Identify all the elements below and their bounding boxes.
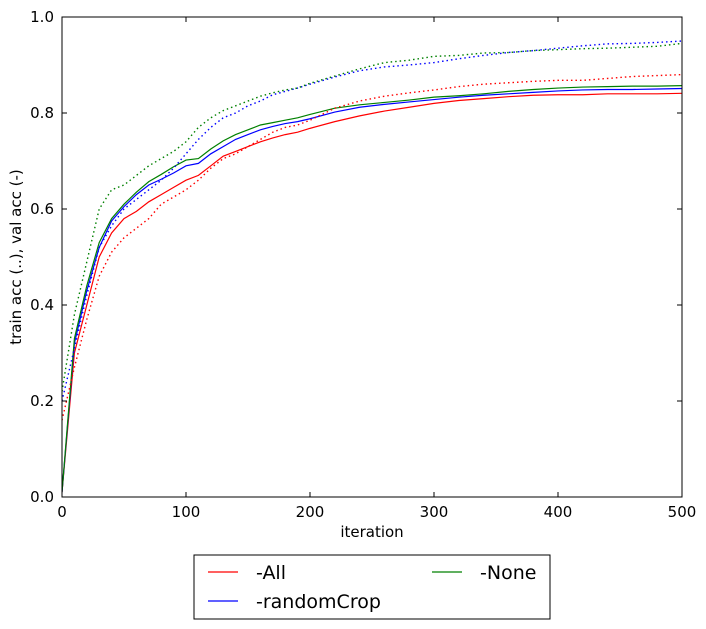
plot-frame	[61, 16, 683, 498]
series-4-dotted	[62, 40, 682, 402]
x-tick-label: 0	[57, 503, 67, 521]
y-axis-label: train acc (..), val acc (-)	[7, 169, 25, 345]
series-all-solid	[62, 92, 682, 493]
legend-label-none: -None	[480, 562, 536, 584]
legend-label-randomcrop: -randomCrop	[256, 591, 381, 613]
legend-label-all: -All	[256, 562, 286, 584]
series-5-dotted	[62, 42, 682, 392]
y-tick-label: 1.0	[30, 8, 54, 26]
x-axis-label: iteration	[340, 523, 403, 541]
legend: -All -randomCrop -None	[193, 554, 551, 620]
y-tick-label: 0.8	[30, 104, 54, 122]
x-tick-label: 100	[172, 503, 201, 521]
legend-box	[193, 554, 551, 620]
ticks-layer: 0 100 200 300 400 500 0.0 0.2 0.4 0.6 0.8 1.0	[30, 8, 696, 521]
x-tick-label: 400	[544, 503, 573, 521]
series-layer	[62, 40, 682, 493]
x-tick-label: 200	[296, 503, 325, 521]
y-tick-label: 0.0	[30, 488, 54, 506]
x-tick-label: 300	[420, 503, 449, 521]
x-tick-label: 500	[668, 503, 697, 521]
series-3-dotted	[62, 73, 682, 421]
series-none-solid	[62, 85, 682, 493]
y-tick-label: 0.4	[30, 296, 54, 314]
y-tick-label: 0.2	[30, 392, 54, 410]
series-randomcrop-solid	[62, 87, 682, 493]
y-tick-label: 0.6	[30, 200, 54, 218]
